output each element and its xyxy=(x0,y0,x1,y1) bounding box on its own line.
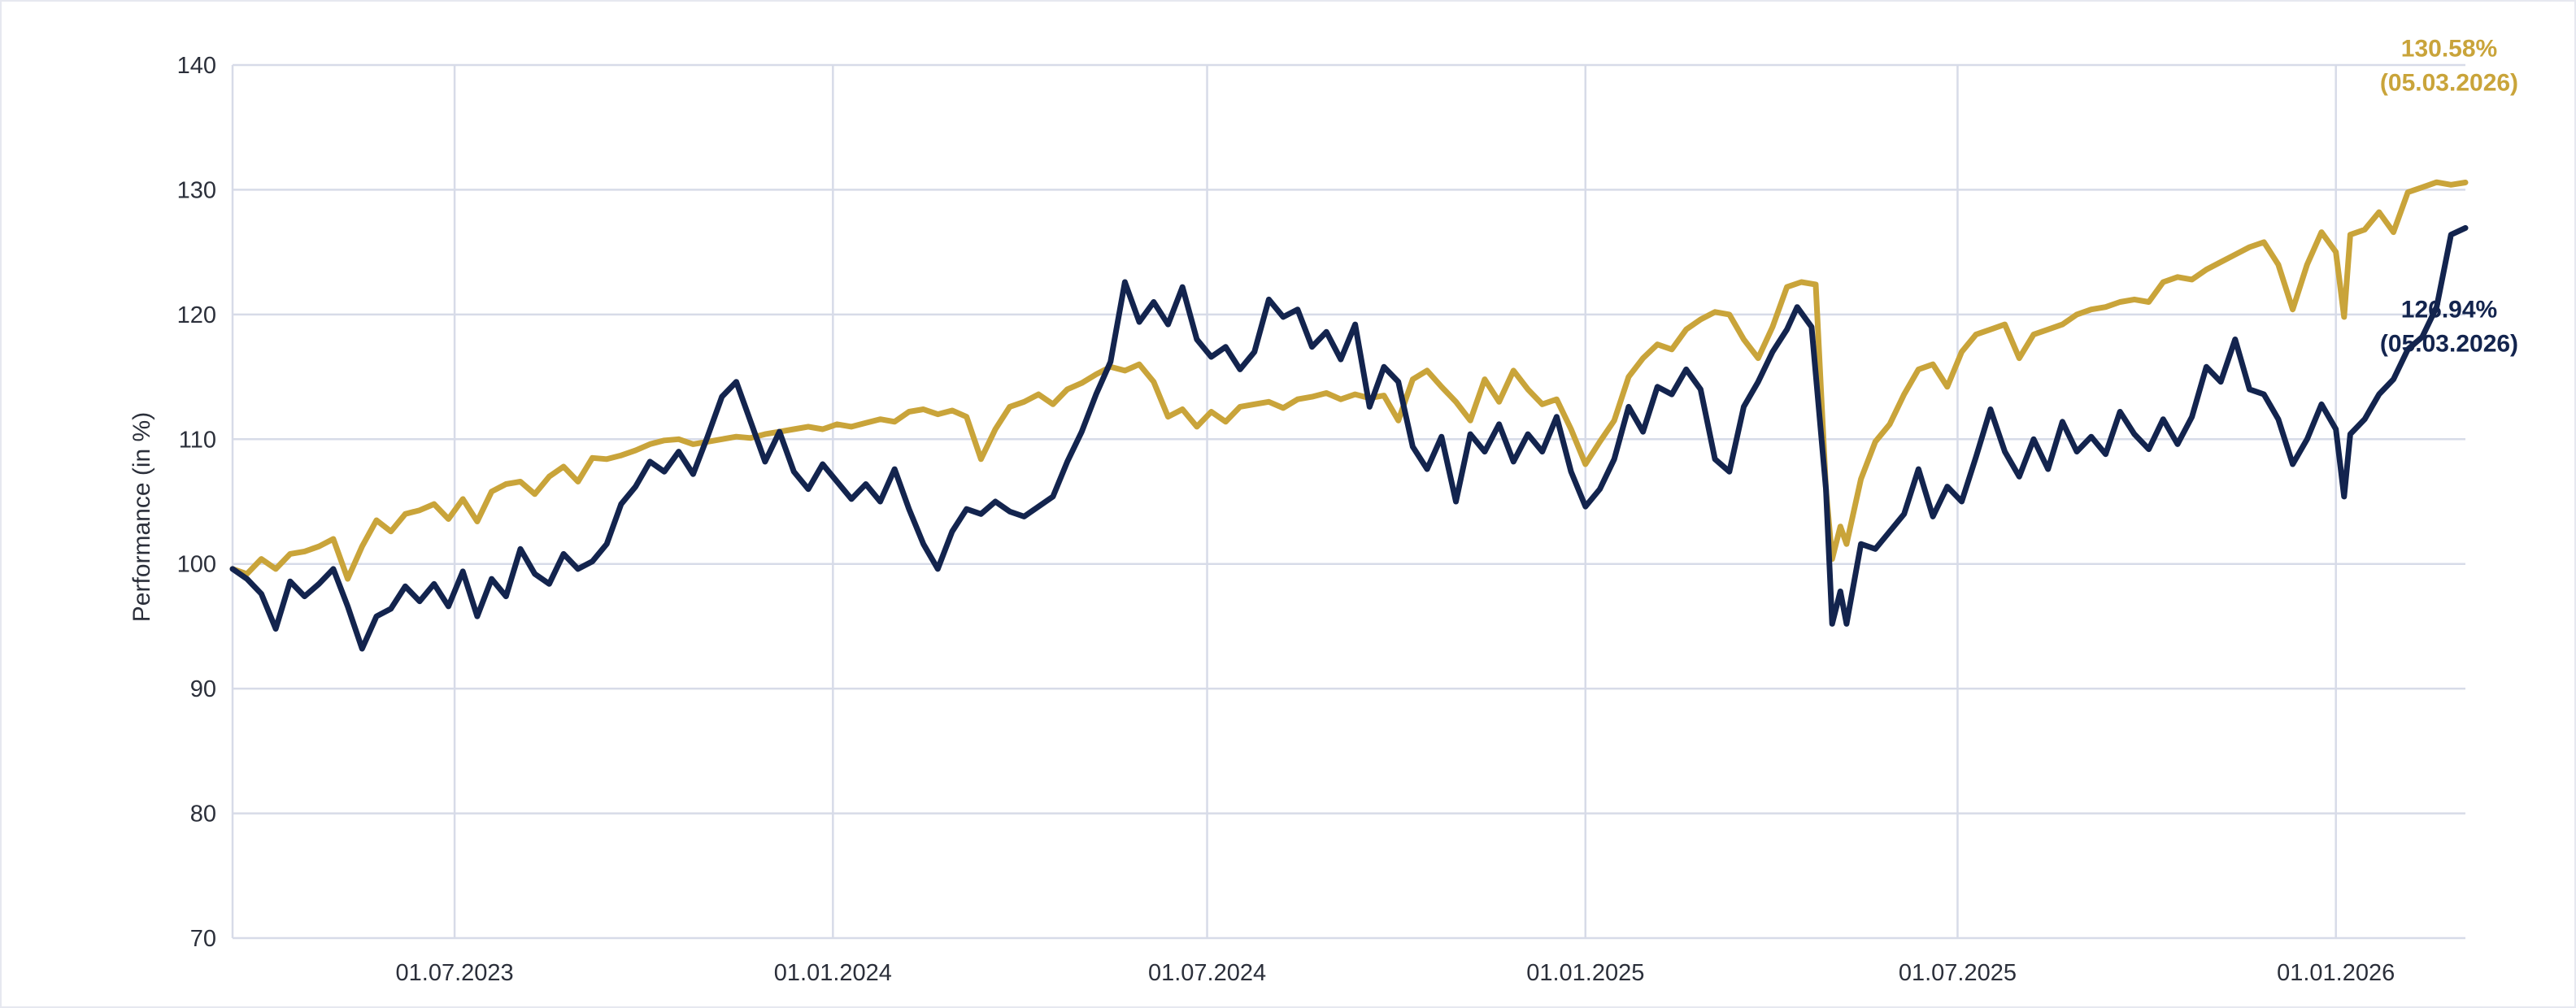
x-tick-label: 01.07.2023 xyxy=(396,960,514,986)
y-tick-label: 90 xyxy=(190,676,216,702)
series-line-1 xyxy=(229,179,2469,582)
series-2-end-value-label: 126.94% xyxy=(2401,296,2497,323)
y-tick-label: 140 xyxy=(177,53,216,79)
series-1-end-date-label: (05.03.2026) xyxy=(2380,70,2518,97)
end-labels: 130.58% (05.03.2026) 126.94% (05.03.2026) xyxy=(2380,36,2518,358)
axes: 70 80 90 100 110 120 130 140 01.07.2023 01.01.202… xyxy=(177,53,2395,986)
y-tick-label: 80 xyxy=(190,802,216,828)
series-line-2 xyxy=(229,224,2469,652)
series-2-end-date-label: (05.03.2026) xyxy=(2380,330,2518,357)
y-axis-title: Performance (in %) xyxy=(128,412,155,622)
x-tick-label: 01.01.2024 xyxy=(774,960,892,986)
y-tick-label: 110 xyxy=(179,427,216,453)
x-tick-label: 01.07.2025 xyxy=(1899,960,2017,986)
series-1-end-value-label: 130.58% xyxy=(2401,36,2497,63)
grid xyxy=(231,63,2465,940)
y-tick-label: 130 xyxy=(177,177,216,203)
y-tick-label: 120 xyxy=(177,302,216,328)
x-tick-label: 01.01.2026 xyxy=(2277,960,2395,986)
y-tick-label: 70 xyxy=(190,926,216,952)
series-lines xyxy=(229,179,2469,652)
x-tick-label: 01.07.2024 xyxy=(1148,960,1266,986)
x-tick-label: 01.01.2025 xyxy=(1526,960,1644,986)
y-tick-label: 100 xyxy=(177,552,216,578)
